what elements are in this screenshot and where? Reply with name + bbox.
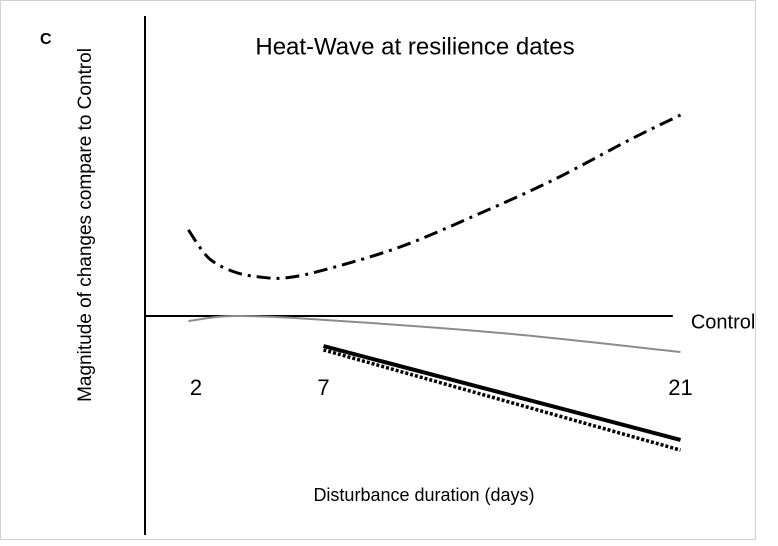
x-axis-label: Disturbance duration (days): [313, 485, 534, 505]
line-series: [322, 344, 682, 442]
panel-label: C: [40, 31, 52, 48]
x-tick-label: 2: [190, 375, 202, 400]
x-tick-label: 7: [317, 375, 329, 400]
x-tick-label: 21: [668, 375, 692, 400]
line-series: [187, 113, 682, 280]
chart-title: Heat-Wave at resilience dates: [255, 33, 574, 60]
line-series: [323, 348, 681, 452]
line-series: [188, 314, 681, 353]
frame: [0, 0, 756, 540]
control-label: Control: [691, 311, 755, 333]
y-axis-label: Magnitude of changes compare to Control: [75, 48, 96, 402]
